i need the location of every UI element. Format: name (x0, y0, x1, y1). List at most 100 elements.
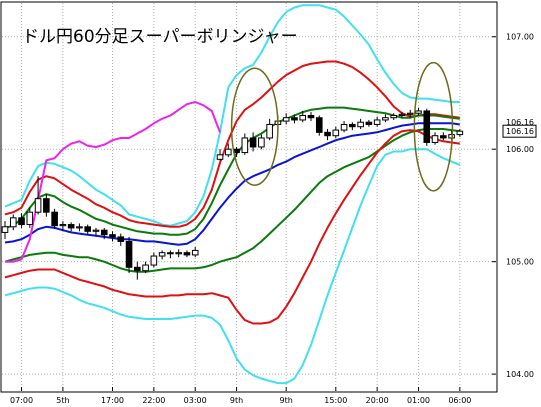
x-tick-label-4: 03:00 (184, 396, 207, 405)
series-line-lower3 (4, 148, 461, 385)
candle-body (291, 117, 298, 121)
x-tick-label-5: 9th (230, 396, 243, 405)
y-tick-label-1: 105.00 (506, 258, 534, 267)
candle-body (109, 234, 116, 238)
candlestick (183, 250, 191, 258)
candle-body (76, 226, 83, 229)
candle-body (117, 236, 125, 242)
candlestick (84, 224, 92, 235)
candlestick (117, 233, 125, 246)
candle-body (100, 229, 108, 236)
candlestick (125, 236, 133, 273)
candlestick (431, 132, 439, 145)
candle-body (92, 229, 100, 232)
candle-body (175, 252, 182, 255)
x-tick-label-3: 22:00 (142, 396, 165, 405)
x-tick-label-6: 9th (280, 396, 293, 405)
candlestick (100, 227, 108, 240)
candle-body (406, 112, 414, 115)
candlestick (406, 109, 414, 118)
candlestick (18, 213, 25, 228)
candlestick (158, 250, 166, 260)
candlestick (349, 122, 356, 131)
axis-layer: 104.00 105.00 106.00 107.00 07:00 5th 17:00 22:… (10, 33, 537, 405)
series-line-upper3 (4, 4, 460, 227)
candle-body (315, 117, 323, 133)
candle-body (258, 137, 265, 148)
candle-body (183, 252, 191, 256)
y-tick-label-2: 106.00 (506, 145, 534, 154)
y-tick-label-0: 104.00 (506, 370, 534, 379)
candle-body (167, 252, 174, 255)
candlestick (1, 221, 9, 240)
candlestick (167, 250, 174, 259)
candle-body (266, 123, 273, 139)
candlestick (43, 194, 50, 217)
candle-body (282, 117, 290, 122)
candle-body (431, 135, 439, 143)
x-tick-label-10: 06:00 (448, 396, 471, 405)
series-line-upper2 (4, 60, 460, 228)
x-tick-label-1: 5th (56, 396, 69, 405)
candle-body (233, 148, 240, 154)
x-tick-label-8: 20:00 (366, 396, 389, 405)
candlestick (241, 133, 249, 155)
previous-price-label: 106.16 (506, 118, 534, 127)
x-tick-label-0: 07:00 (10, 396, 33, 405)
candle-body (249, 137, 257, 148)
candle-body (9, 217, 17, 228)
series-line-lower2 (4, 129, 460, 325)
candle-body (324, 131, 331, 137)
candlestick (365, 119, 373, 127)
current-price-label: 106.16 (506, 127, 534, 136)
candle-body (357, 121, 364, 128)
candle-body (365, 121, 373, 125)
series-line-lower1 (4, 128, 460, 273)
candle-body (224, 148, 232, 156)
candlestick (440, 132, 447, 141)
candlestick (291, 114, 298, 124)
candle-body (373, 119, 381, 125)
candlestick (9, 214, 17, 231)
candle-body (241, 137, 249, 154)
highlight-circle-0 (230, 67, 279, 186)
candlestick (299, 110, 307, 123)
candlestick (92, 227, 100, 236)
current-price-box (502, 124, 537, 138)
candlestick (415, 107, 422, 116)
candlestick (332, 126, 340, 138)
candlestick (59, 221, 67, 231)
candle-body (191, 249, 199, 256)
candle-body (390, 114, 397, 119)
candlestick (282, 113, 290, 125)
candlestick (76, 223, 83, 232)
candlestick (150, 252, 158, 268)
candle-body (299, 114, 307, 121)
candle-layer (1, 107, 464, 280)
candle-body (382, 117, 389, 121)
candlestick (423, 108, 431, 146)
candlestick (266, 118, 273, 141)
candle-body (59, 224, 67, 227)
candlestick (67, 222, 75, 232)
candle-body (51, 211, 58, 227)
band-layer (4, 4, 461, 385)
candle-body (26, 211, 34, 226)
candlestick (26, 207, 34, 228)
candle-body (349, 123, 356, 128)
series-line-lagging (5, 101, 221, 263)
circle-layer (230, 61, 454, 192)
candle-body (134, 266, 141, 272)
candlestick (373, 116, 381, 127)
candle-body (415, 110, 422, 114)
candlestick (224, 143, 232, 158)
candlestick (398, 112, 406, 118)
candle-body (125, 240, 133, 268)
candle-body (67, 224, 75, 229)
candle-body (332, 129, 340, 137)
plot-frame (0, 1, 498, 393)
candle-body (43, 198, 50, 213)
y-tick-label-3: 107.00 (506, 33, 534, 42)
candlestick (390, 113, 397, 120)
